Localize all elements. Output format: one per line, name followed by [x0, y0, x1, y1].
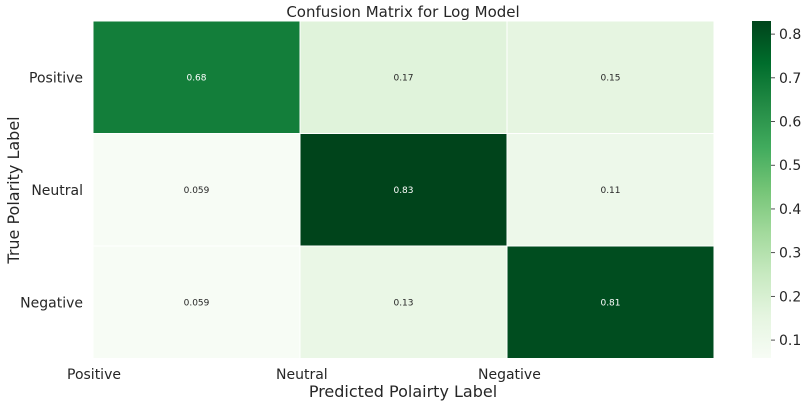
- heatmap-cell-neutral-positive: [92, 133, 301, 247]
- y-tick-label: Neutral: [31, 183, 83, 199]
- heatmap-cell-neutral-neutral: [299, 133, 508, 247]
- x-tick-label: Positive: [67, 367, 121, 383]
- x-tick-label: Neutral: [276, 367, 328, 383]
- heatmap-cell-positive-negative: [506, 20, 715, 134]
- cell-value-label: 0.059: [184, 298, 210, 308]
- colorbar-tick-label: 0.7: [779, 71, 801, 87]
- colorbar-tick-label: 0.4: [779, 202, 801, 218]
- cell-value-label: 0.13: [393, 298, 413, 308]
- heatmap-cell-positive-positive: [92, 20, 301, 134]
- cell-value-label: 0.83: [393, 186, 413, 196]
- colorbar-tick-label: 0.6: [779, 115, 801, 131]
- y-axis-label: True Polarity Label: [4, 116, 23, 264]
- colorbar-tick-label: 0.8: [779, 27, 801, 43]
- y-tick-label: Positive: [29, 70, 83, 86]
- heatmap-cell-neutral-negative: [506, 133, 715, 247]
- heatmap-cell-negative-negative: [506, 245, 715, 359]
- colorbar-ticks: 0.1 0.2 0.3 0.4 0.5 0.6 0.7 0.8: [771, 27, 801, 349]
- heatmap-cell-positive-neutral: [299, 20, 508, 134]
- cell-value-label: 0.81: [600, 298, 620, 308]
- heatmap-cells: [92, 20, 715, 359]
- cell-value-label: 0.11: [600, 186, 620, 196]
- heatmap-cell-negative-neutral: [299, 245, 508, 359]
- y-tick-label: Negative: [20, 295, 83, 311]
- colorbar-tick-label: 0.1: [779, 333, 801, 349]
- x-tick-labels: Positive Neutral Negative: [67, 367, 541, 383]
- cell-value-label: 0.17: [393, 73, 413, 83]
- y-tick-labels: Positive Neutral Negative: [20, 70, 83, 311]
- colorbar-tick-label: 0.2: [779, 289, 801, 305]
- colorbar: [752, 21, 771, 358]
- cell-value-label: 0.059: [184, 186, 210, 196]
- chart-title: Confusion Matrix for Log Model: [286, 3, 519, 21]
- x-axis-label: Predicted Polairty Label: [309, 382, 497, 401]
- colorbar-tick-label: 0.5: [779, 158, 801, 174]
- cell-value-label: 0.68: [186, 73, 206, 83]
- cell-value-label: 0.15: [600, 73, 620, 83]
- heatmap-cell-labels: 0.68 0.17 0.15 0.059 0.83 0.11 0.059 0.13 0.81: [184, 73, 621, 308]
- heatmap-cell-negative-positive: [92, 245, 301, 359]
- colorbar-tick-label: 0.3: [779, 246, 801, 262]
- x-tick-label: Negative: [478, 367, 541, 383]
